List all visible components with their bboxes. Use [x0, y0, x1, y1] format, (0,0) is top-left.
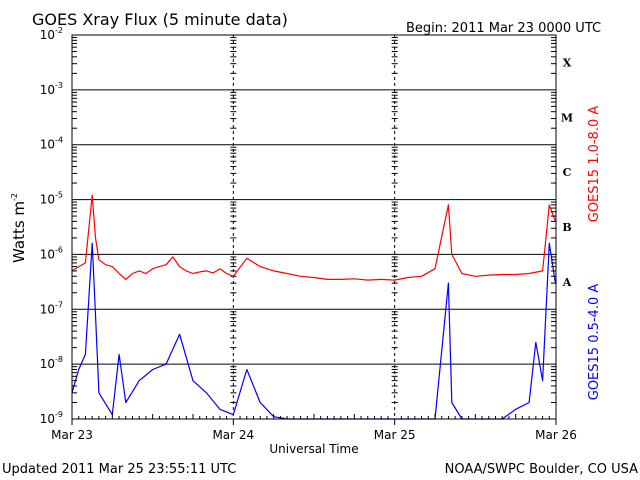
x-tick-label: Mar 26 — [535, 428, 577, 442]
y-tick-label: 10-8 — [40, 355, 63, 371]
y-tick-exponent: -2 — [55, 26, 63, 35]
y-tick-exponent: -5 — [55, 191, 63, 200]
flare-class-label: B — [562, 221, 571, 234]
y-axis-label-base: Watts m — [10, 201, 28, 263]
series-label-long: GOES15 1.0-8.0 A — [587, 106, 602, 223]
grid-lines — [72, 35, 556, 419]
series-line-long — [72, 195, 555, 280]
y-axis-label-exponent: -2 — [10, 193, 19, 201]
x-tick-label: Mar 25 — [374, 428, 416, 442]
y-tick-label: 10-7 — [40, 300, 63, 316]
y-tick-exponent: -3 — [55, 81, 63, 90]
y-tick-exponent: -6 — [55, 245, 63, 254]
y-tick-base: 10 — [40, 138, 55, 152]
plot-frame — [72, 35, 556, 419]
y-tick-label: 10-5 — [40, 191, 63, 207]
y-tick-base: 10 — [40, 302, 55, 316]
y-axis-label: Watts m-2 — [10, 193, 28, 263]
y-tick-exponent: -4 — [55, 136, 63, 145]
source-credit: NOAA/SWPC Boulder, CO USA — [445, 462, 638, 477]
updated-timestamp: Updated 2011 Mar 25 23:55:11 UTC — [2, 462, 236, 477]
x-tick-label: Mar 24 — [212, 428, 254, 442]
series-label-short: GOES15 0.5-4.0 A — [587, 284, 602, 401]
y-tick-base: 10 — [40, 412, 55, 426]
series-line-short — [72, 243, 555, 419]
y-tick-label: 10-2 — [40, 26, 63, 42]
y-tick-label: 10-3 — [40, 81, 63, 97]
x-axis-label: Universal Time — [269, 442, 358, 456]
chart-title: GOES Xray Flux (5 minute data) — [32, 10, 288, 29]
y-tick-base: 10 — [40, 247, 55, 261]
y-tick-exponent: -8 — [55, 355, 63, 364]
x-axis-ticks: Mar 23 Mar 24 Mar 25 Mar 26 — [51, 414, 577, 442]
flare-class-label: C — [563, 166, 572, 179]
y-tick-label: 10-6 — [40, 245, 63, 261]
x-tick-label: Mar 23 — [51, 428, 93, 442]
flare-class-label: M — [561, 111, 573, 124]
begin-time-label: Begin: 2011 Mar 23 0000 UTC — [406, 21, 601, 36]
y-tick-base: 10 — [40, 357, 55, 371]
y-tick-label: 10-9 — [40, 410, 63, 426]
y-tick-base: 10 — [40, 83, 55, 97]
y-tick-base: 10 — [40, 28, 55, 42]
flare-class-label: X — [563, 56, 572, 69]
flare-class-label: A — [562, 276, 572, 289]
y-tick-exponent: -9 — [55, 410, 63, 419]
y-tick-exponent: -7 — [55, 300, 63, 309]
y-tick-base: 10 — [40, 193, 55, 207]
y-axis-ticks: 10-910-810-710-610-510-410-310-2 — [40, 26, 556, 426]
flux-series — [72, 195, 555, 419]
y-tick-label: 10-4 — [40, 136, 63, 152]
flare-class-labels: A B C M X — [561, 56, 573, 288]
